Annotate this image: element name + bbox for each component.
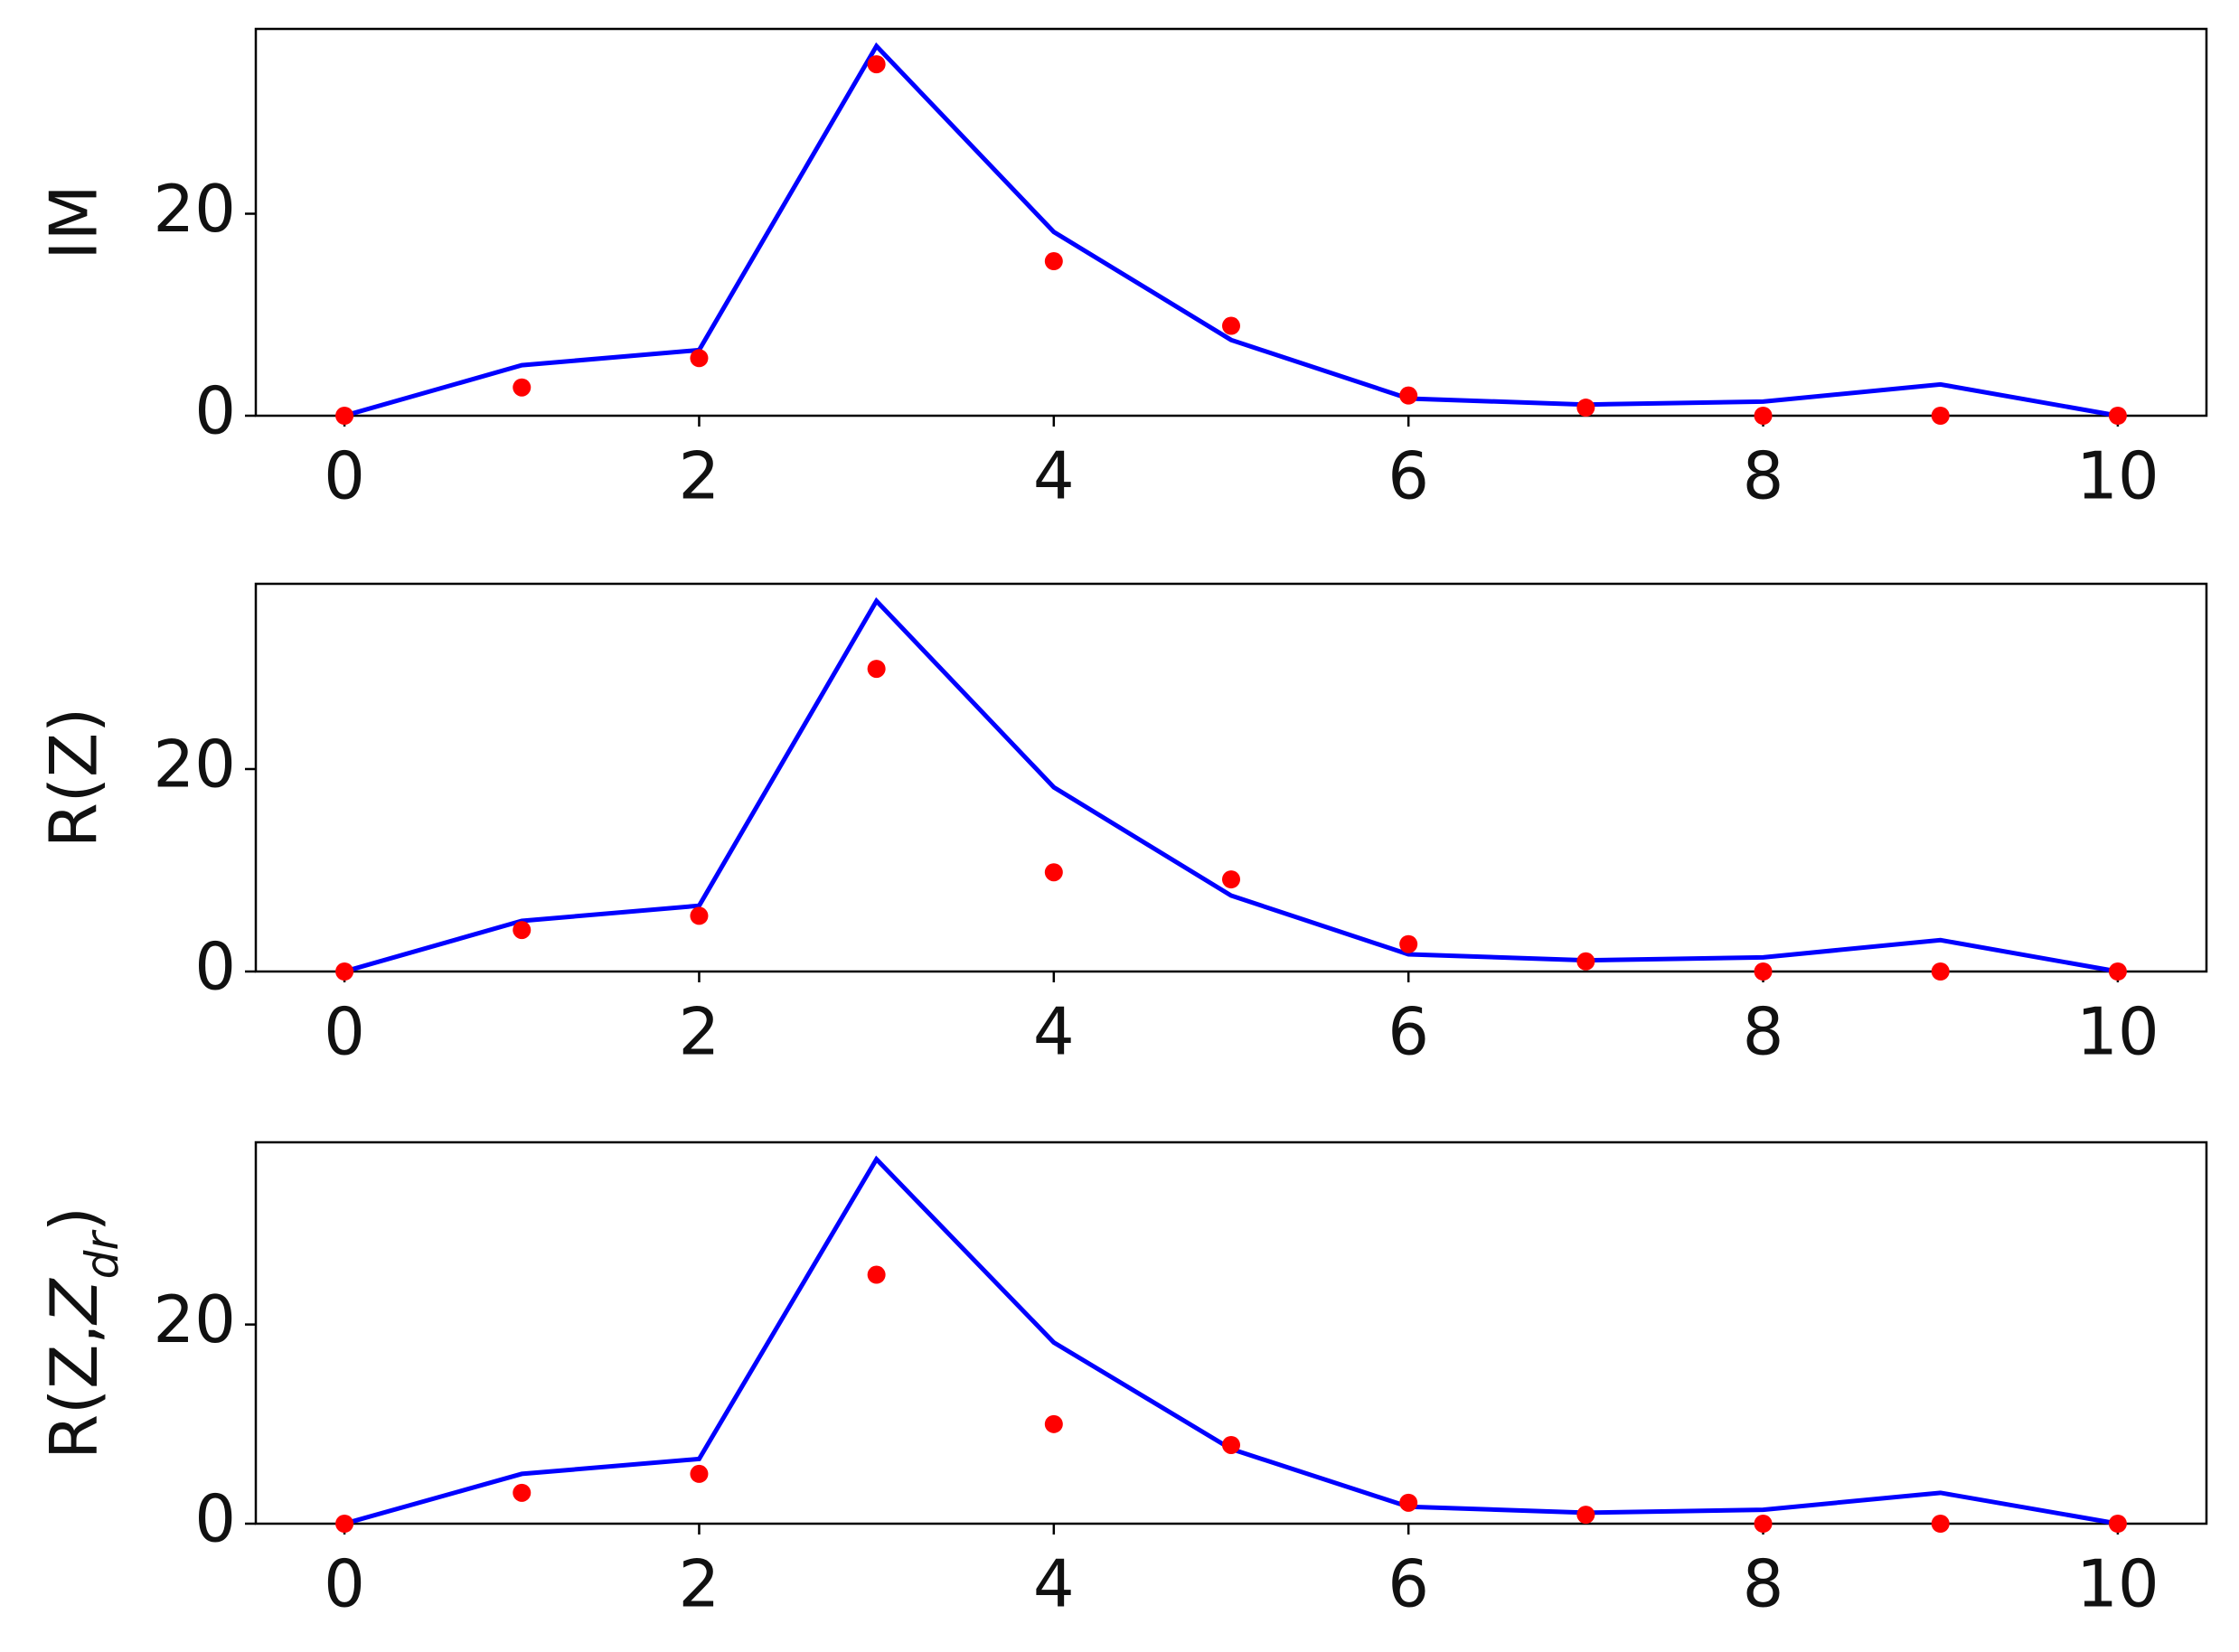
data-point (867, 1265, 886, 1284)
x-tick-label: 2 (679, 994, 720, 1070)
y-axis-label: R(Z) (36, 708, 112, 849)
label-part: dr (76, 1229, 128, 1280)
data-point (867, 660, 886, 679)
data-point (1576, 399, 1595, 418)
subplot: 0 2 4 6 8 10 0 20 R(Z) (36, 582, 2208, 1070)
data-point (2108, 1515, 2127, 1533)
data-point (1931, 407, 1950, 425)
data-point (1222, 316, 1240, 335)
x-tick-label: 8 (1743, 1546, 1784, 1622)
x-tick-label: 4 (1033, 1546, 1075, 1622)
data-point (513, 921, 532, 940)
x-tick-label: 2 (679, 438, 720, 514)
data-point (1044, 252, 1063, 271)
data-point (1399, 386, 1418, 405)
x-tick-label: 2 (679, 1546, 720, 1622)
axes-frame (254, 1140, 2208, 1525)
data-point (690, 1464, 709, 1483)
label-part: Z (36, 1278, 112, 1326)
data-point (1222, 1435, 1240, 1454)
y-tick-label: 20 (153, 726, 236, 802)
data-line (343, 42, 2119, 418)
data-line (343, 596, 2119, 974)
y-tick-label: 0 (194, 373, 236, 449)
data-point (513, 1483, 532, 1502)
data-point (690, 906, 709, 925)
y-axis-label: IM (36, 184, 112, 259)
x-tick-label: 4 (1033, 438, 1075, 514)
x-tick-label: 0 (324, 994, 365, 1070)
subplot: 0 2 4 6 8 10 0 20 R(Z,Zdr) (36, 1140, 2208, 1622)
x-tick-label: 0 (324, 438, 365, 514)
y-axis-label: R(Z,Zdr) (36, 1206, 128, 1460)
label-part: ) (36, 1206, 112, 1232)
x-tick-label: 6 (1388, 994, 1429, 1070)
data-point (1754, 407, 1773, 425)
x-tick-label: 10 (2076, 438, 2159, 514)
data-point (335, 1515, 354, 1533)
data-point (690, 349, 709, 368)
data-point (1399, 934, 1418, 953)
data-point (1576, 952, 1595, 971)
data-point (867, 55, 886, 74)
y-tick-label: 20 (153, 171, 236, 247)
data-point (1044, 1414, 1063, 1433)
y-tick-label: 0 (194, 929, 236, 1005)
data-point (2108, 962, 2127, 981)
data-line (343, 1155, 2119, 1526)
data-point (513, 378, 532, 397)
x-tick-label: 4 (1033, 994, 1075, 1070)
data-point (1931, 962, 1950, 981)
data-point (2108, 407, 2127, 425)
x-tick-label: 0 (324, 1546, 365, 1622)
y-tick-label: 20 (153, 1281, 236, 1357)
data-point (1754, 962, 1773, 981)
data-point (1576, 1506, 1595, 1525)
axes-frame (254, 27, 2208, 418)
x-tick-label: 6 (1388, 438, 1429, 514)
data-point (1044, 863, 1063, 882)
x-tick-label: 10 (2076, 1546, 2159, 1622)
subplot: 0 2 4 6 8 10 0 20 IM (36, 27, 2208, 514)
y-tick-label: 0 (194, 1481, 236, 1557)
axes-frame (254, 582, 2208, 973)
data-point (1399, 1493, 1418, 1512)
x-tick-label: 8 (1743, 994, 1784, 1070)
data-point (1222, 870, 1240, 889)
data-point (335, 407, 354, 425)
data-point (1754, 1515, 1773, 1533)
x-tick-label: 8 (1743, 438, 1784, 514)
data-point (1931, 1515, 1950, 1533)
x-tick-label: 10 (2076, 994, 2159, 1070)
data-point (335, 962, 354, 981)
label-part: R(Z, (36, 1324, 112, 1460)
x-tick-label: 6 (1388, 1546, 1429, 1622)
